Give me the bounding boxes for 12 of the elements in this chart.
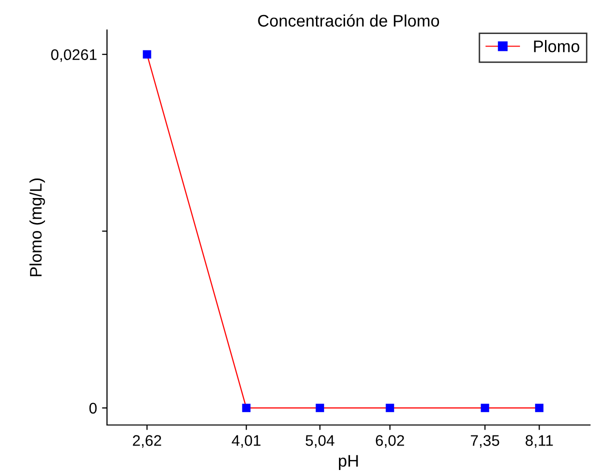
chart-title: Concentración de Plomo: [258, 14, 440, 27]
x-tick-label: 7,35: [470, 435, 500, 448]
x-tick-label: 4,01: [232, 435, 260, 448]
y-tick-label: 0: [89, 402, 97, 414]
x-tick-label: 6,02: [376, 435, 404, 448]
x-tick-label: 2,62: [132, 435, 162, 448]
y-tick-label: 0,0261: [51, 49, 97, 62]
x-tick-label: 5,04: [306, 435, 334, 448]
legend-label: Plomo: [534, 40, 580, 52]
x-axis-title: pH: [338, 455, 358, 470]
y-axis-title: Plomo (mg/L): [29, 178, 45, 276]
x-tick-label: 8,11: [526, 435, 553, 448]
